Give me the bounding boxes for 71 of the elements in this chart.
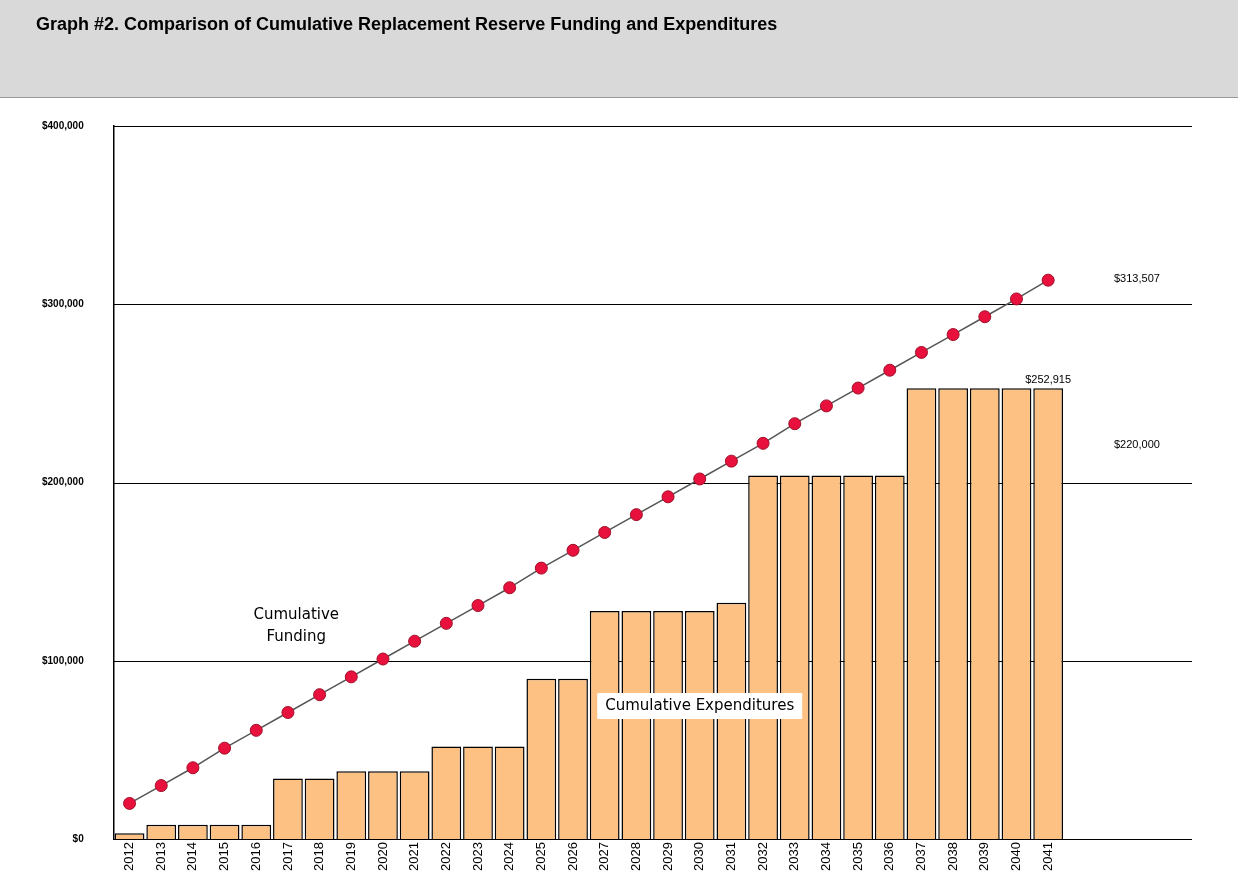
x-tick-label: 2022 (437, 842, 453, 871)
chart-title: Graph #2. Comparison of Cumulative Replacement Reserve Funding and Expenditures (36, 14, 778, 35)
x-tick-label: 2017 (279, 842, 295, 871)
x-tick-label: 2026 (564, 842, 580, 871)
x-tick-label: 2012 (121, 842, 137, 871)
x-tick-label: 2023 (469, 842, 485, 871)
x-tick-label: 2040 (1008, 842, 1024, 871)
point (598, 525, 612, 539)
point (376, 652, 390, 666)
text: $220,000 (1114, 437, 1160, 450)
point (281, 706, 295, 720)
point (756, 436, 770, 450)
x-tick-label: 2027 (596, 842, 612, 871)
x-tick-label: 2025 (532, 842, 548, 871)
x-tick-label: 2020 (374, 842, 390, 871)
y-tick-label: $300,000 (41, 298, 85, 310)
point (503, 581, 517, 595)
series-label: Cumulative Expenditures (605, 695, 795, 714)
text: $313,507 (1114, 271, 1160, 284)
x-tick-label: 2013 (152, 842, 168, 871)
point (566, 543, 580, 557)
point (946, 328, 960, 342)
x-tick-label: 2032 (754, 842, 770, 871)
y-tick-label: $0 (72, 832, 85, 844)
point (534, 561, 548, 575)
point (313, 688, 327, 702)
x-tick-label: 2019 (342, 842, 358, 871)
point (249, 723, 263, 737)
x-tick-label: 2014 (184, 842, 200, 871)
x-tick-label: 2028 (627, 842, 643, 871)
x-tick-label: 2030 (691, 842, 707, 871)
x-tick-label: 2016 (247, 842, 263, 871)
x-tick-label: 2015 (216, 842, 232, 871)
y-tick-label: $200,000 (41, 476, 85, 488)
point (186, 761, 200, 775)
y-tick-label: $100,000 (41, 654, 85, 666)
point (819, 399, 833, 413)
x-tick-label: 2031 (722, 842, 738, 871)
x-tick-label: 2024 (501, 842, 517, 871)
point (344, 670, 358, 684)
point (788, 417, 802, 431)
point (1009, 292, 1023, 306)
point (914, 345, 928, 359)
point (471, 599, 485, 613)
point (439, 616, 453, 630)
x-tick-label: 2038 (944, 842, 960, 871)
x-tick-label: 2039 (976, 842, 992, 871)
x-tick-label: 2041 (1039, 842, 1055, 871)
x-tick-label: 2037 (913, 842, 929, 871)
point (851, 381, 865, 395)
x-tick-label: 2021 (406, 842, 422, 871)
point (629, 508, 643, 522)
point (123, 796, 137, 810)
series-label: Cumulative Funding (253, 604, 340, 645)
point (408, 634, 422, 648)
x-tick-label: 2033 (786, 842, 802, 871)
x-tick-label: 2029 (659, 842, 675, 871)
point (218, 741, 232, 755)
x-tick-label: 2034 (818, 842, 834, 871)
annotation: $252,915 (1025, 372, 1072, 385)
point (1041, 273, 1055, 287)
point (154, 779, 168, 793)
x-tick-label: 2036 (881, 842, 897, 871)
x-tick-label: 2035 (849, 842, 865, 871)
x-tick-label: 2018 (311, 842, 327, 871)
point (724, 454, 738, 468)
point (661, 490, 675, 504)
point (978, 310, 992, 324)
point (693, 472, 707, 486)
point (883, 363, 897, 377)
y-tick-label: $400,000 (41, 119, 85, 131)
